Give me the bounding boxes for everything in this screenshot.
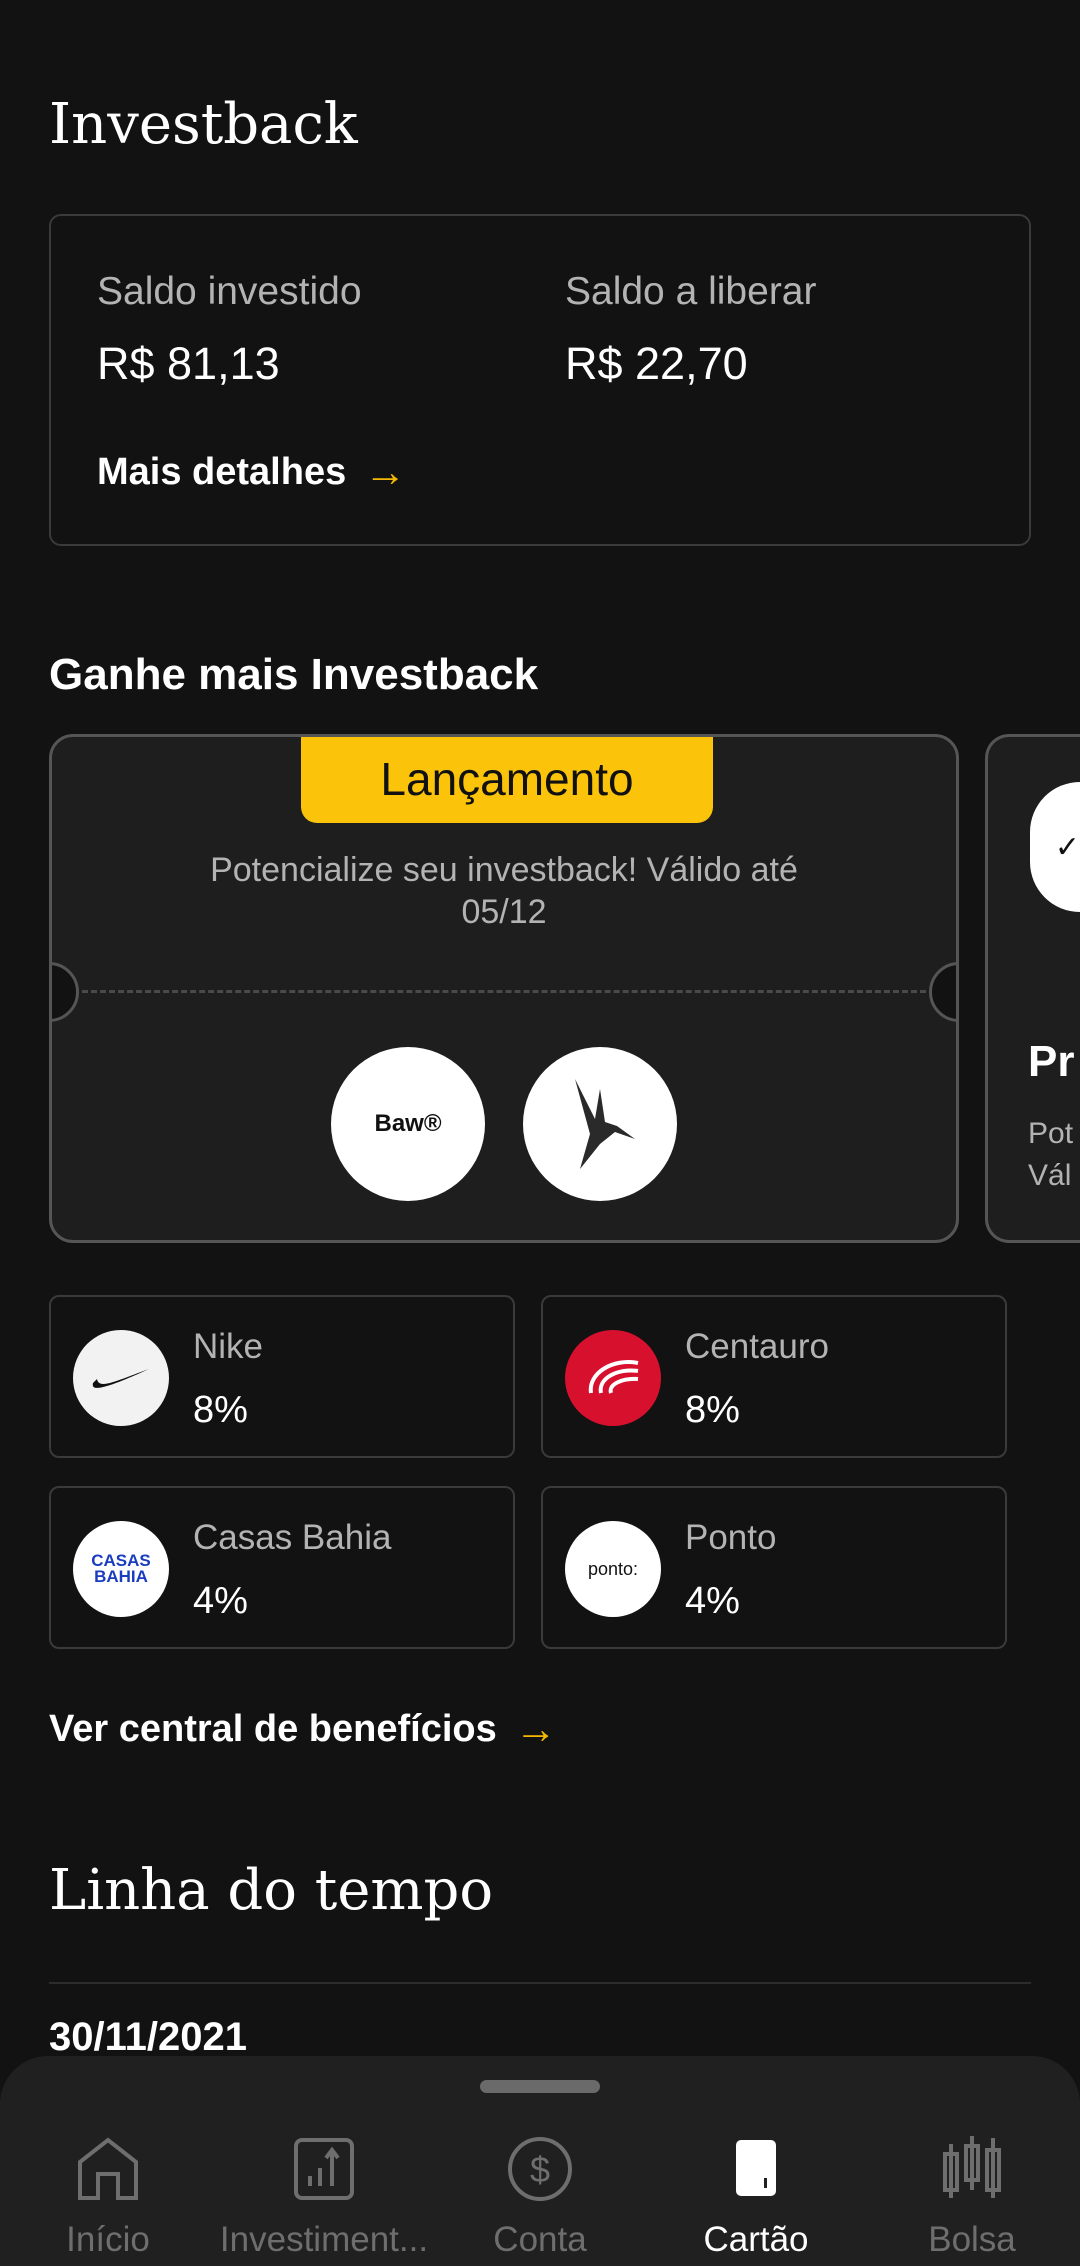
nav-inicio[interactable]: Início — [0, 2136, 216, 2260]
ponto-logo: ponto: — [565, 1521, 661, 1617]
store-name: Nike — [193, 1327, 264, 1366]
divider — [82, 990, 926, 993]
baw-logo[interactable]: Baw® — [331, 1047, 485, 1201]
nike-logo — [73, 1330, 169, 1426]
arrow-right-icon: → — [364, 448, 407, 495]
chart-icon — [294, 2138, 354, 2200]
next-coupon-card[interactable]: ✓ Pr Pot Vál — [985, 734, 1080, 1243]
candlestick-icon — [943, 2136, 1001, 2198]
timeline-date: 30/11/2021 — [49, 2015, 247, 2059]
nike-logo: ✓ — [1030, 782, 1080, 912]
arrow-right-icon: → — [514, 1705, 557, 1752]
notch — [52, 962, 79, 1022]
store-casas-bahia[interactable]: CASAS BAHIA Casas Bahia 4% — [49, 1486, 515, 1649]
store-ponto[interactable]: ponto: Ponto 4% — [541, 1486, 1007, 1649]
store-percent: 4% — [193, 1580, 248, 1622]
release-value: R$ 22,70 — [565, 338, 748, 389]
store-nike[interactable]: Nike 8% — [49, 1295, 515, 1458]
nav-cartao[interactable]: Cartão — [648, 2136, 864, 2260]
store-percent: 8% — [193, 1389, 248, 1431]
store-centauro[interactable]: Centauro 8% — [541, 1295, 1007, 1458]
notch — [929, 962, 956, 1022]
dollar-icon: $ — [508, 2137, 572, 2201]
page-title: Investback — [49, 92, 358, 157]
invested-value: R$ 81,13 — [97, 338, 280, 389]
drag-handle[interactable] — [480, 2080, 600, 2093]
next-coupon-desc: Vál — [1028, 1159, 1072, 1192]
nav-conta[interactable]: $ Conta — [432, 2136, 648, 2260]
store-percent: 8% — [685, 1389, 740, 1431]
hummingbird-logo[interactable] — [523, 1047, 677, 1201]
coupon-description: Potencialize seu investback! Válido até … — [210, 851, 798, 931]
hummingbird-icon — [575, 1079, 635, 1169]
nav-bolsa[interactable]: Bolsa — [864, 2136, 1080, 2260]
coupon-card[interactable]: Lançamento Potencialize seu investback! … — [49, 734, 959, 1243]
balance-card: Saldo investido R$ 81,13 Saldo a liberar… — [49, 214, 1031, 546]
next-coupon-title: Pr — [1028, 1037, 1075, 1086]
earn-heading: Ganhe mais Investback — [49, 650, 539, 699]
next-coupon-desc: Pot — [1028, 1117, 1074, 1150]
home-icon — [78, 2137, 138, 2200]
launch-badge: Lançamento — [301, 737, 713, 823]
timeline-heading: Linha do tempo — [49, 1858, 494, 1923]
timeline-divider — [49, 1982, 1031, 1984]
store-name: Centauro — [685, 1327, 829, 1366]
details-link[interactable]: Mais detalhes → — [97, 448, 406, 496]
svg-text:$: $ — [530, 2149, 550, 2190]
casas-bahia-logo: CASAS BAHIA — [73, 1521, 169, 1617]
benefits-link[interactable]: Ver central de benefícios → — [49, 1705, 557, 1753]
details-link-label: Mais detalhes — [97, 450, 347, 493]
store-percent: 4% — [685, 1580, 740, 1622]
benefits-link-label: Ver central de benefícios — [49, 1707, 497, 1750]
release-label: Saldo a liberar — [565, 270, 817, 313]
card-icon — [736, 2140, 776, 2196]
centauro-logo — [565, 1330, 661, 1426]
store-name: Ponto — [685, 1518, 777, 1557]
invested-label: Saldo investido — [97, 270, 362, 313]
bottom-nav: Início Investiment... $ Conta Cartão Bol… — [0, 2056, 1080, 2266]
store-name: Casas Bahia — [193, 1518, 392, 1557]
nav-investimentos[interactable]: Investiment... — [216, 2136, 432, 2260]
